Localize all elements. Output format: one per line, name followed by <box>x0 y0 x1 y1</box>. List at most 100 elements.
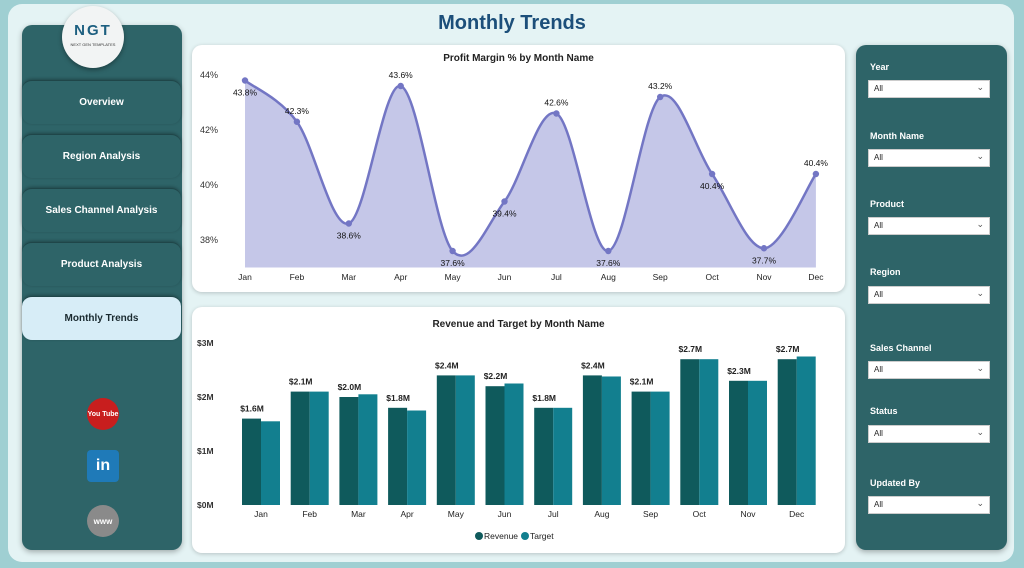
x-tick-label: May <box>448 509 465 519</box>
filter-dropdown[interactable]: All ⌄ <box>868 361 990 379</box>
website-icon[interactable]: www <box>87 505 119 537</box>
filter-dropdown[interactable]: All ⌄ <box>868 496 990 514</box>
y-tick-label: $2M <box>197 392 214 402</box>
bar-revenue <box>290 391 310 505</box>
bar-revenue <box>242 418 261 505</box>
nav-item[interactable]: Sales Channel Analysis <box>22 188 181 232</box>
x-tick-label: May <box>445 272 462 282</box>
bar-revenue <box>582 375 602 505</box>
filter-value: All <box>874 500 883 509</box>
x-tick-label: Nov <box>756 272 772 282</box>
data-label: $2.0M <box>338 382 362 392</box>
chevron-down-icon: ⌄ <box>976 498 984 508</box>
y-tick-label: 42% <box>200 125 218 135</box>
nav-item[interactable]: Product Analysis <box>22 242 181 286</box>
x-tick-label: Jul <box>551 272 562 282</box>
data-point <box>293 118 301 125</box>
bar-target <box>261 421 280 505</box>
data-point <box>657 93 664 101</box>
y-tick-label: 40% <box>200 180 218 190</box>
data-label: $2.3M <box>727 366 751 376</box>
data-label: $2.1M <box>289 377 313 387</box>
bar-target <box>407 410 427 505</box>
nav-item[interactable]: Monthly Trends <box>22 296 181 340</box>
linkedin-icon[interactable]: in <box>87 450 119 482</box>
filter-dropdown[interactable]: All ⌄ <box>868 149 990 167</box>
x-tick-label: Nov <box>740 509 756 519</box>
bar-target <box>748 380 767 505</box>
legend-label: Target <box>530 531 554 541</box>
data-label: $2.4M <box>581 360 605 370</box>
data-point <box>605 247 612 255</box>
data-label: 37.7% <box>752 255 777 265</box>
x-tick-label: Oct <box>705 272 719 282</box>
chevron-down-icon: ⌄ <box>976 427 984 437</box>
bar-revenue <box>631 391 651 505</box>
filter-value: All <box>874 429 883 438</box>
y-tick-label: $1M <box>197 446 214 456</box>
data-label: 37.6% <box>596 258 621 268</box>
filter-value: All <box>874 153 883 162</box>
filter-dropdown[interactable]: All ⌄ <box>868 425 990 443</box>
bar-revenue <box>534 407 554 505</box>
filter-label: Product <box>870 199 905 209</box>
bar-revenue <box>777 359 797 505</box>
x-tick-label: Sep <box>643 509 658 519</box>
data-label: 42.6% <box>544 98 569 108</box>
data-label: $1.8M <box>532 393 556 403</box>
bar-target <box>309 391 329 505</box>
logo-text: NGT <box>74 22 112 39</box>
filter-value: All <box>874 221 883 230</box>
filter-dropdown[interactable]: All ⌄ <box>868 217 990 235</box>
filter-dropdown[interactable]: All ⌄ <box>868 286 990 304</box>
chevron-down-icon: ⌄ <box>976 151 984 161</box>
filter-label: Year <box>870 62 890 72</box>
filter-label: Region <box>870 267 901 277</box>
x-tick-label: Oct <box>693 509 707 519</box>
x-tick-label: Sep <box>653 272 668 282</box>
data-point <box>553 110 560 117</box>
bar-target <box>796 356 816 505</box>
bar-target <box>504 383 524 505</box>
bar-target <box>699 359 719 505</box>
legend-marker <box>521 532 529 540</box>
data-point <box>241 77 249 84</box>
x-tick-label: Mar <box>341 272 356 282</box>
chevron-down-icon: ⌄ <box>976 82 984 92</box>
data-label: $2.4M <box>435 360 459 370</box>
x-tick-label: Feb <box>290 272 305 282</box>
x-tick-label: Mar <box>351 509 366 519</box>
x-tick-label: Jun <box>498 272 512 282</box>
data-label: 38.6% <box>337 231 362 241</box>
x-tick-label: Apr <box>394 272 407 282</box>
filter-label: Sales Channel <box>870 343 932 353</box>
youtube-icon[interactable]: You Tube <box>87 398 119 430</box>
data-label: $2.2M <box>484 371 508 381</box>
data-point <box>345 220 352 227</box>
data-point <box>760 245 768 252</box>
filter-dropdown[interactable]: All ⌄ <box>868 80 990 98</box>
chevron-down-icon: ⌄ <box>976 288 984 298</box>
data-label: 39.4% <box>492 209 517 219</box>
bar-revenue <box>729 380 748 505</box>
x-tick-label: Aug <box>601 272 616 282</box>
data-label: 43.6% <box>389 70 414 80</box>
bar-target <box>601 376 621 505</box>
data-label: 43.2% <box>648 81 673 91</box>
bar-revenue <box>436 375 456 505</box>
x-tick-label: Jan <box>238 272 252 282</box>
data-point <box>708 170 716 178</box>
bar-revenue <box>680 359 700 505</box>
bar-revenue <box>388 407 408 505</box>
bar-target <box>455 375 475 505</box>
nav-item[interactable]: Overview <box>22 80 181 124</box>
filter-label: Month Name <box>870 131 924 141</box>
bar-target <box>358 394 378 505</box>
data-label: 40.4% <box>804 158 829 168</box>
x-tick-label: Feb <box>302 509 317 519</box>
nav-item[interactable]: Region Analysis <box>22 134 181 178</box>
chart-title: Profit Margin % by Month Name <box>443 53 594 64</box>
x-tick-label: Apr <box>400 509 413 519</box>
x-tick-label: Jan <box>254 509 268 519</box>
